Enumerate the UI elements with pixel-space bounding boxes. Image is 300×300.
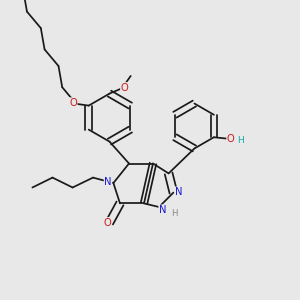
- Text: O: O: [69, 98, 77, 108]
- Text: O: O: [103, 218, 111, 228]
- Text: H: H: [171, 208, 178, 217]
- Text: O: O: [121, 82, 128, 93]
- Text: N: N: [104, 177, 112, 188]
- Text: N: N: [159, 205, 166, 215]
- Text: H: H: [237, 136, 244, 145]
- Text: N: N: [175, 187, 182, 197]
- Text: O: O: [227, 134, 235, 144]
